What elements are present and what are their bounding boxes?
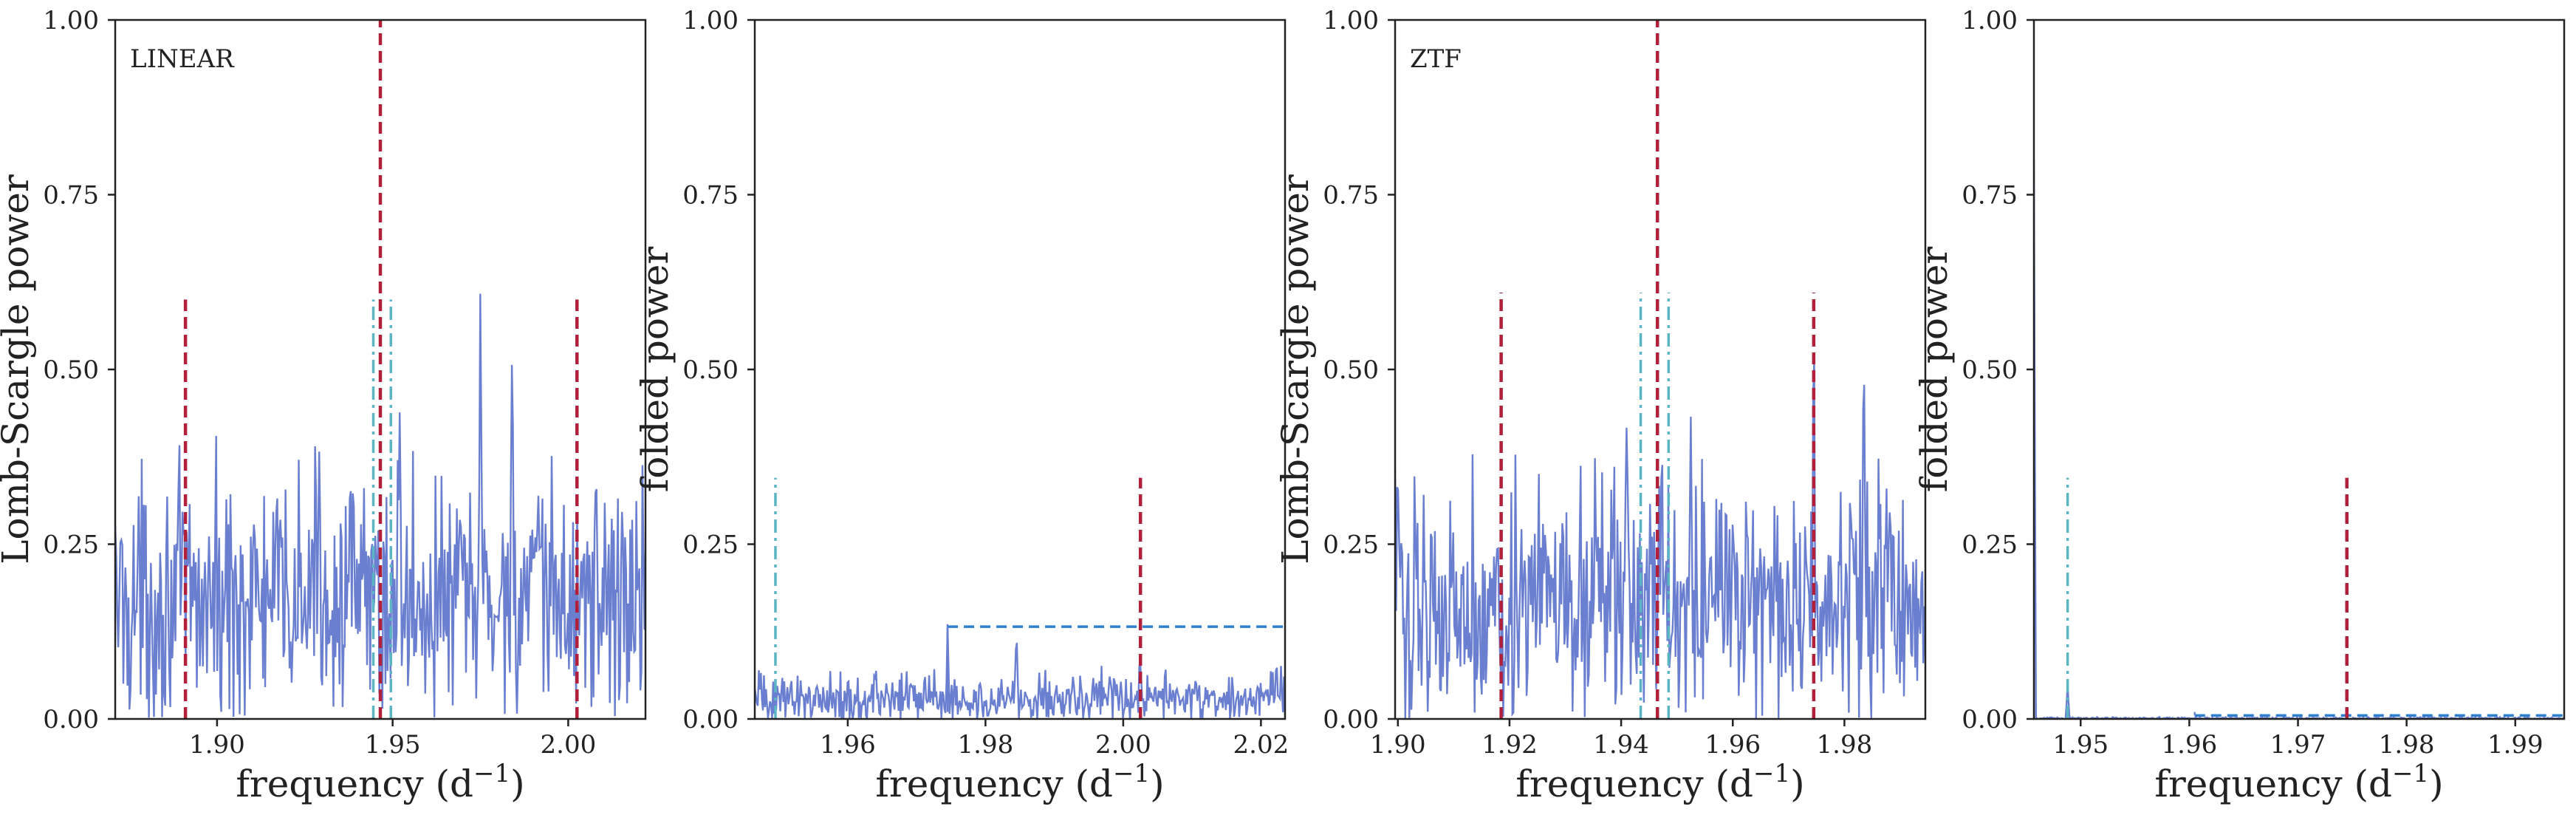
y-tick-label: 0.00 xyxy=(1962,705,2018,734)
y-axis-label: Lomb-Scargle power xyxy=(0,174,37,565)
x-tick-label: 1.96 xyxy=(820,730,876,760)
x-tick-label: 1.98 xyxy=(1817,730,1873,760)
x-tick-label: 1.92 xyxy=(1481,730,1538,760)
x-axis-label-main: frequency (d xyxy=(2154,763,2392,805)
x-axis-label-main: frequency (d xyxy=(875,763,1113,805)
y-tick-label: 0.50 xyxy=(1323,355,1379,385)
x-axis-label-close: ) xyxy=(1150,763,1165,805)
x-tick-label: 1.90 xyxy=(189,730,245,760)
x-axis-label-close: ) xyxy=(2429,763,2444,805)
x-axis-label: frequency (d−1) xyxy=(1515,759,1804,805)
y-axis-label: folded power xyxy=(1913,247,1956,493)
series-line xyxy=(2034,160,2564,719)
y-tick-label: 0.75 xyxy=(682,181,739,211)
x-tick-label: 1.95 xyxy=(2052,730,2109,760)
y-tick-label: 0.50 xyxy=(682,355,739,385)
x-axis-label-superscript: −1 xyxy=(1753,759,1790,788)
y-tick-label: 0.25 xyxy=(1323,531,1379,560)
y-tick-label: 0.25 xyxy=(682,531,739,560)
y-tick-label: 0.25 xyxy=(43,531,99,560)
x-tick-label: 1.99 xyxy=(2487,730,2544,760)
x-axis-label: frequency (d−1) xyxy=(236,759,524,805)
x-tick-label: 2.02 xyxy=(1233,730,1289,760)
x-tick-label: 2.00 xyxy=(541,730,597,760)
y-tick-label: 0.75 xyxy=(43,181,99,211)
x-tick-label: 1.98 xyxy=(958,730,1014,760)
y-tick-label: 1.00 xyxy=(1323,6,1379,35)
y-tick-label: 0.50 xyxy=(1962,355,2018,385)
y-tick-label: 0.00 xyxy=(43,705,99,734)
x-tick-label: 1.96 xyxy=(1705,730,1761,760)
x-axis-label-superscript: −1 xyxy=(1113,759,1150,788)
x-axis-label: frequency (d−1) xyxy=(875,759,1164,805)
x-axis-label-close: ) xyxy=(1790,763,1805,805)
axes-frame xyxy=(2032,18,2566,720)
y-tick-label: 0.75 xyxy=(1962,181,2018,211)
panel-1: 1.90 1.95 2.00 0.00 0.25 0.50 0.75 1.00 frequenc… xyxy=(0,6,647,805)
x-tick-label: 1.96 xyxy=(2162,730,2218,760)
survey-annotation: LINEAR xyxy=(130,44,235,74)
x-tick-label: 1.97 xyxy=(2270,730,2326,760)
x-tick-label: 1.94 xyxy=(1593,730,1649,760)
x-axis-label-main: frequency (d xyxy=(236,763,473,805)
y-tick-label: 0.00 xyxy=(1323,705,1379,734)
panel-4: 1.95 1.96 1.97 1.98 1.99 0.00 0.25 0.50 0.75 1.00… xyxy=(1913,6,2566,805)
x-axis-label-close: ) xyxy=(510,763,525,805)
y-tick-label: 1.00 xyxy=(43,6,99,35)
axes-frame xyxy=(753,18,1287,720)
y-tick-label: 0.00 xyxy=(682,705,739,734)
x-tick-label: 1.95 xyxy=(365,730,421,760)
series-line xyxy=(755,624,1285,719)
x-tick-label: 2.00 xyxy=(1095,730,1151,760)
panel-3: 1.90 1.92 1.94 1.96 1.98 0.00 0.25 0.50 0.75 1.00… xyxy=(1274,6,1927,805)
y-tick-label: 1.00 xyxy=(682,6,739,35)
y-tick-label: 0.75 xyxy=(1323,181,1379,211)
y-tick-label: 1.00 xyxy=(1962,6,2018,35)
x-axis-label: frequency (d−1) xyxy=(2154,759,2443,805)
series-line xyxy=(115,293,645,718)
y-tick-label: 0.50 xyxy=(43,355,99,385)
panel-2: 1.96 1.98 2.00 2.02 0.00 0.25 0.50 0.75 1.00 freq… xyxy=(634,6,1289,805)
y-axis-label: Lomb-Scargle power xyxy=(1274,174,1317,565)
x-axis-label-main: frequency (d xyxy=(1515,763,1753,805)
y-tick-label: 0.25 xyxy=(1962,531,2018,560)
y-axis-label: folded power xyxy=(634,247,676,493)
x-tick-label: 1.98 xyxy=(2379,730,2435,760)
x-axis-label-superscript: −1 xyxy=(473,759,510,788)
survey-annotation: ZTF xyxy=(1410,44,1462,74)
series-line xyxy=(1395,360,1925,719)
x-tick-label: 1.90 xyxy=(1370,730,1426,760)
x-axis-label-superscript: −1 xyxy=(2392,759,2429,788)
